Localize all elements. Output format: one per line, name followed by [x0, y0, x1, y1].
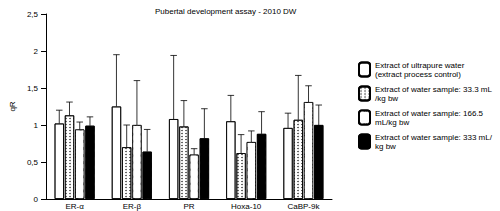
svg-text:2: 2	[34, 47, 39, 56]
svg-text:Extract of water sample: 33.3: Extract of water sample: 33.3 mL	[375, 85, 492, 94]
svg-text:Hoxa-10: Hoxa-10	[231, 202, 262, 211]
svg-text:qR: qR	[8, 101, 17, 111]
svg-text:Extract of water sample: 166.5: Extract of water sample: 166.5	[375, 109, 485, 118]
svg-text:Pubertal development assay - 2: Pubertal development assay - 2010 DW	[155, 7, 297, 16]
svg-text:PR: PR	[183, 202, 194, 211]
svg-text:mL/kg bw: mL/kg bw	[375, 118, 409, 127]
svg-text:1,5: 1,5	[27, 84, 39, 93]
svg-text:Extract of ultrapure water: Extract of ultrapure water	[375, 61, 467, 70]
svg-text:ER-α: ER-α	[65, 202, 84, 211]
svg-text:Extract of water sample: 333 m: Extract of water sample: 333 mL/	[375, 133, 493, 142]
svg-text:(extract process control): (extract process control)	[375, 70, 461, 79]
svg-text:CaBP-9k: CaBP-9k	[287, 202, 320, 211]
svg-text:0,5: 0,5	[27, 158, 39, 167]
svg-text:kg bw: kg bw	[375, 142, 396, 151]
svg-text:/kg bw: /kg bw	[375, 94, 398, 103]
svg-text:1: 1	[34, 121, 39, 130]
svg-text:ER-β: ER-β	[123, 202, 142, 211]
svg-text:0: 0	[34, 195, 39, 204]
svg-text:2,5: 2,5	[27, 10, 39, 19]
